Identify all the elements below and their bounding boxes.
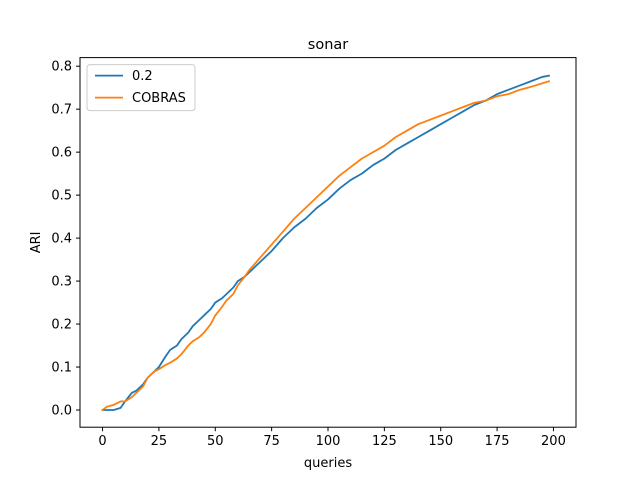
y-tick-label: 0.1	[51, 361, 72, 376]
y-tick-label: 0.6	[51, 146, 72, 161]
x-tick-label: 150	[428, 434, 453, 449]
y-tick-label: 0.5	[51, 189, 72, 204]
y-tick-label: 0.4	[51, 232, 72, 247]
y-tick-label: 0.3	[51, 275, 72, 290]
legend-label-1: COBRAS	[132, 91, 186, 106]
x-axis-label: queries	[304, 456, 352, 471]
x-tick-label: 50	[207, 434, 224, 449]
y-tick-label: 0.0	[51, 404, 72, 419]
x-tick-label: 25	[151, 434, 168, 449]
legend-label-0: 0.2	[132, 69, 153, 84]
x-tick-label: 200	[541, 434, 566, 449]
y-tick-label: 0.7	[51, 103, 72, 118]
y-tick-label: 0.2	[51, 318, 72, 333]
x-tick-label: 100	[316, 434, 341, 449]
chart-title: sonar	[308, 37, 349, 53]
x-tick-label: 0	[98, 434, 106, 449]
series-line-1	[101, 80, 551, 412]
x-tick-label: 125	[372, 434, 397, 449]
y-axis-label: ARI	[29, 232, 44, 254]
legend: 0.2 COBRAS	[86, 64, 196, 112]
series-lines	[101, 74, 551, 412]
x-tick-label: 75	[263, 434, 280, 449]
series-line-0	[101, 74, 551, 411]
x-tick-label: 175	[485, 434, 510, 449]
y-tick-label: 0.8	[51, 60, 72, 75]
axis-ticks: 0 25 50 75 100 125 150 175 200 0.0 0.1 0.2 0.3 0.4 0.5…	[51, 60, 566, 450]
